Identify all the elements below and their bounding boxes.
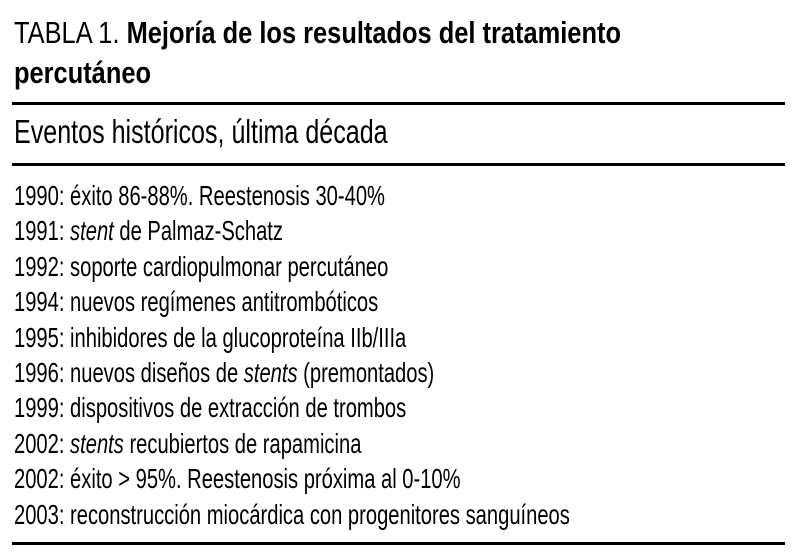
row-text: 2003: reconstrucción miocárdica con prog…	[14, 498, 570, 530]
historic-events-list: 1990: éxito 86-88%. Reestenosis 30-40% 19…	[14, 178, 786, 532]
table-subheader: Eventos históricos, última década	[14, 113, 388, 150]
table-row: 1991: stent de Palmaz-Schatz	[14, 213, 570, 248]
table-row: 1990: éxito 86-88%. Reestenosis 30-40%	[14, 178, 570, 213]
table-title-bold-line2: percutáneo	[14, 55, 152, 90]
row-text: 2002:	[14, 427, 71, 459]
table-title-bold-line1: Mejoría de los resultados del tratamient…	[126, 15, 621, 50]
table-title: TABLA 1. Mejoría de los resultados del t…	[14, 13, 621, 93]
table-row: 1994: nuevos regímenes antitrombóticos	[14, 284, 570, 319]
table-number-label: TABLA 1.	[14, 15, 127, 50]
divider-under-subheader	[12, 163, 785, 166]
row-text: 1992: soporte cardiopulmonar percutáneo	[14, 250, 389, 282]
row-text: 1999: dispositivos de extracción de trom…	[14, 392, 407, 424]
row-text: 1991:	[14, 215, 71, 247]
table-row: 2002: éxito > 95%. Reestenosis próxima a…	[14, 461, 570, 496]
row-term-italic: stents	[70, 427, 124, 459]
table-row: 1996: nuevos diseños de stents (premonta…	[14, 355, 570, 390]
divider-bottom	[12, 542, 785, 545]
table-row: 1999: dispositivos de extracción de trom…	[14, 390, 570, 425]
row-term-italic: stents	[243, 357, 298, 389]
row-text: 2002: éxito > 95%. Reestenosis próxima a…	[14, 463, 461, 495]
row-text: 1994: nuevos regímenes antitrombóticos	[14, 286, 379, 318]
divider-under-title	[12, 102, 785, 105]
table-row: 2003: reconstrucción miocárdica con prog…	[14, 497, 570, 532]
table-row: 1992: soporte cardiopulmonar percutáneo	[14, 249, 570, 284]
row-text: recubiertos de rapamicina	[123, 427, 362, 459]
row-text: 1996: nuevos diseños de	[14, 357, 244, 389]
row-text: (premontados)	[297, 357, 435, 389]
row-text: 1990: éxito 86-88%. Reestenosis 30-40%	[14, 180, 385, 211]
row-text: 1995: inhibidores de la glucoproteína II…	[14, 321, 407, 353]
table-row: 1995: inhibidores de la glucoproteína II…	[14, 320, 570, 355]
row-text: de Palmaz-Schatz	[113, 215, 283, 247]
table-row: 2002: stents recubiertos de rapamicina	[14, 426, 570, 461]
row-term-italic: stent	[70, 215, 114, 247]
